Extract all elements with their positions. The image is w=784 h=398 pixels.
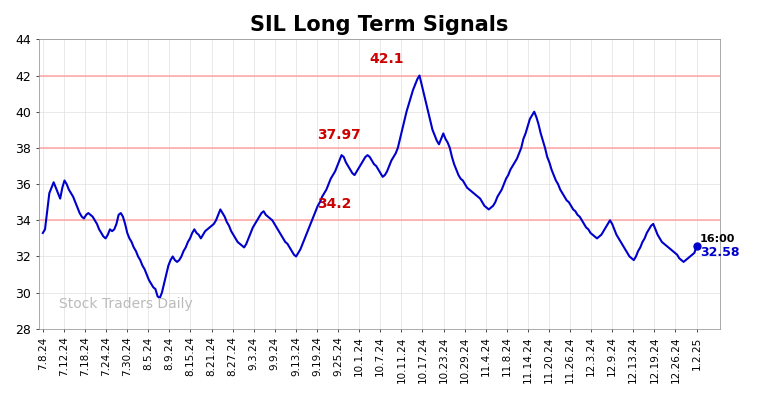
Text: 42.1: 42.1 [370,53,405,66]
Title: SIL Long Term Signals: SIL Long Term Signals [250,15,509,35]
Text: 34.2: 34.2 [318,197,352,211]
Text: Stock Traders Daily: Stock Traders Daily [59,297,193,312]
Text: 16:00: 16:00 [700,234,735,244]
Text: 37.97: 37.97 [318,129,361,142]
Text: 32.58: 32.58 [700,246,739,259]
